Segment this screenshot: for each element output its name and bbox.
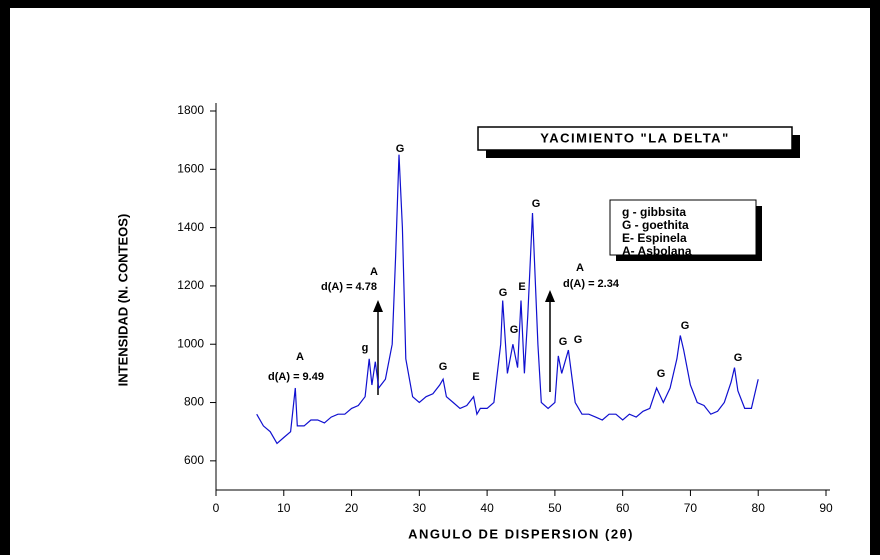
annotation: A (296, 351, 304, 363)
legend-item: A- Asbolana (622, 244, 692, 258)
annotation: g (362, 342, 369, 354)
y-tick-label: 1400 (177, 220, 204, 234)
x-tick-label: 0 (213, 501, 220, 515)
arrowhead (373, 300, 383, 312)
annotation: G (499, 287, 508, 299)
x-tick-label: 80 (752, 501, 766, 515)
y-tick-label: 600 (184, 453, 204, 467)
legend-item: g - gibbsita (622, 205, 686, 219)
x-tick-label: 50 (548, 501, 562, 515)
chart-title: YACIMIENTO "LA DELTA" (540, 130, 729, 145)
annotation: G (532, 198, 541, 210)
annotation: E (518, 281, 525, 293)
annotation: A (576, 262, 584, 274)
y-tick-label: 1000 (177, 336, 204, 350)
x-tick-label: 10 (277, 501, 291, 515)
y-tick-label: 800 (184, 395, 204, 409)
x-tick-label: 30 (413, 501, 427, 515)
y-axis-label: INTENSIDAD (N. CONTEOS) (115, 214, 130, 387)
x-tick-label: 60 (616, 501, 630, 515)
data-line (256, 154, 759, 445)
background (10, 8, 870, 555)
annotation: G (574, 334, 583, 346)
y-tick-label: 1600 (177, 161, 204, 175)
annotation: d(A) = 9.49 (268, 371, 324, 383)
x-tick-label: 20 (345, 501, 359, 515)
title-box (477, 126, 793, 151)
x-tick-label: 40 (480, 501, 494, 515)
annotation: d(A) = 4.78 (321, 281, 377, 293)
annotation: G (559, 336, 568, 348)
annotation: G (681, 320, 690, 332)
annotation: G (657, 368, 666, 380)
annotation: E (472, 371, 479, 383)
y-tick-label: 1200 (177, 278, 204, 292)
legend-box (609, 199, 757, 256)
annotation: G (510, 324, 519, 336)
x-tick-label: 90 (819, 501, 833, 515)
annotation: d(A) = 2.34 (563, 278, 620, 290)
legend-item: G - goethita (622, 218, 689, 232)
annotation: A (370, 266, 378, 278)
x-tick-label: 70 (684, 501, 698, 515)
legend-item: E- Espinela (622, 231, 687, 245)
annotation: G (439, 361, 448, 373)
y-tick-label: 1800 (177, 103, 204, 117)
arrowhead (545, 290, 555, 302)
annotation: G (734, 352, 743, 364)
annotation: G (396, 143, 405, 155)
x-axis-label: ANGULO DE DISPERSION (2θ) (408, 526, 634, 541)
